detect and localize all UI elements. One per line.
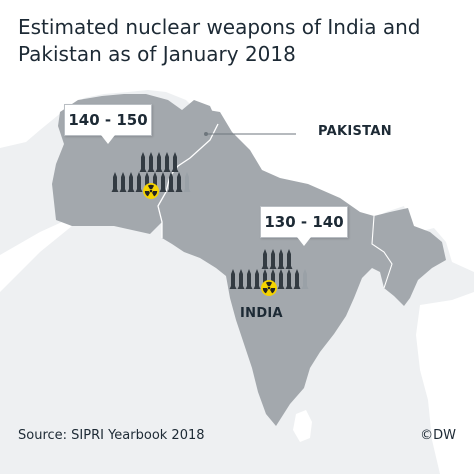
missile-icon [119,172,127,192]
radiation-symbol-icon [143,183,159,199]
india-warhead-callout: 130 - 140 [260,206,348,246]
sri-lanka-shape [293,410,312,442]
missile-icon [277,249,285,269]
missile-icon [175,172,183,192]
missile-icon [237,269,245,289]
pakistan-warheads [111,152,191,199]
missile-icon [127,172,135,192]
india-warheads [229,249,309,296]
missile-icon [167,172,175,192]
missile-icon [261,249,269,269]
india-east-border [371,215,393,289]
missile-icon [285,269,293,289]
source-note: Source: SIPRI Yearbook 2018 [18,428,205,443]
missile-icon [277,269,285,289]
missile-icon [183,172,191,192]
neighbor-land-east [416,292,474,474]
country-label-india: INDIA [240,306,283,321]
pakistan-leader-dot [204,132,208,136]
missile-icon [253,269,261,289]
pakistan-warhead-callout: 140 - 150 [64,104,152,144]
neighbor-land-north [0,0,474,272]
missile-icon [139,152,147,172]
missile-icon [229,269,237,289]
missile-icon [155,152,163,172]
missile-icon [147,152,155,172]
missile-icon [163,152,171,172]
missile-icon [285,249,293,269]
missile-icon [245,269,253,289]
dw-credit: ©DW [420,428,456,443]
radiation-symbol-icon [261,280,277,296]
missile-icon [159,172,167,192]
map-title: Estimated nuclear weapons of India and P… [18,15,421,66]
missile-icon [269,249,277,269]
missile-icon [171,152,179,172]
missile-icon [111,172,119,192]
missile-icon [301,269,309,289]
country-label-pakistan: PAKISTAN [318,124,392,139]
missile-icon [293,269,301,289]
india-shape [158,108,446,426]
neighbor-land-south-west [0,222,72,292]
missile-icon [135,172,143,192]
